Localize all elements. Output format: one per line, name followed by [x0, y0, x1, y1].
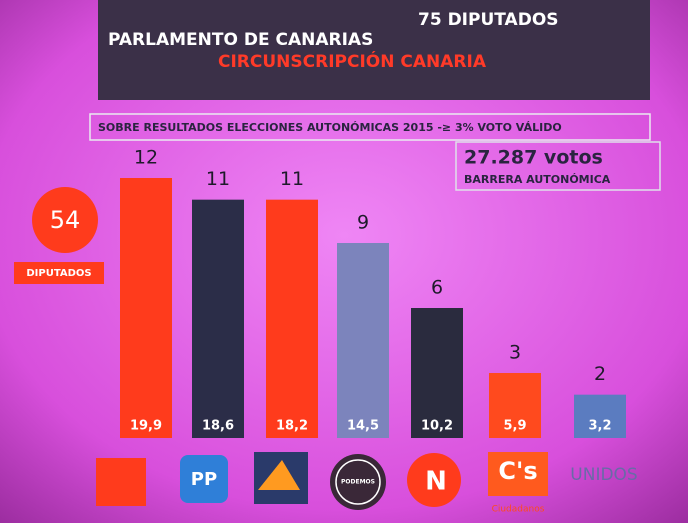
value-label: 6 [431, 277, 443, 299]
total-circle [32, 187, 98, 253]
total-label: DIPUTADOS [26, 268, 91, 279]
value-label: 11 [280, 168, 304, 190]
bar [266, 199, 318, 438]
category-label: C's [498, 457, 537, 485]
value-label: 9 [357, 212, 369, 234]
bar [489, 373, 541, 438]
bar [574, 394, 626, 438]
note: SOBRE RESULTADOS ELECCIONES AUTONÓMICAS … [98, 121, 562, 134]
percent-label: 14,5 [347, 419, 379, 434]
cs-logo [488, 452, 548, 496]
category-label: PODEMOS [341, 479, 375, 486]
podemos-logo [330, 454, 386, 510]
percent-label: 19,9 [130, 419, 162, 434]
bar [192, 199, 244, 438]
bar [411, 308, 463, 438]
podemos-ring [335, 459, 381, 505]
category-label: N [425, 467, 447, 497]
value-label: 2 [594, 363, 606, 385]
value-label: 11 [206, 168, 230, 190]
category-sublabel: Ciudadanos [492, 505, 545, 515]
bar [337, 243, 389, 438]
percent-label: 5,9 [503, 419, 526, 434]
note-box [89, 113, 651, 141]
nc-logo [407, 453, 461, 507]
total-label-box [14, 262, 104, 284]
pp-logo [180, 455, 228, 503]
percent-label: 18,6 [202, 419, 234, 434]
percent-label: 18,2 [276, 419, 308, 434]
title-box [98, 0, 650, 100]
cc-logo-mark [258, 460, 300, 490]
value-label: 12 [134, 147, 158, 169]
logos [96, 452, 548, 510]
psoe-logo [96, 458, 146, 506]
bar [120, 178, 172, 438]
subtitle: CIRCUNSCRIPCIÓN CANARIA [218, 50, 487, 72]
title: PARLAMENTO DE CANARIAS [108, 30, 373, 50]
title-right: 75 DIPUTADOS [418, 10, 559, 30]
category-label: UNIDOS [570, 465, 637, 485]
total-seats: 54 [50, 206, 81, 234]
threshold-label: BARRERA AUTONÓMICA [464, 173, 611, 186]
threshold-box [455, 141, 661, 191]
value-label: 3 [509, 342, 521, 364]
percent-label: 10,2 [421, 419, 453, 434]
percent-label: 3,2 [588, 419, 611, 434]
threshold: 27.287 votos [464, 147, 603, 169]
category-label: PP [191, 469, 217, 490]
